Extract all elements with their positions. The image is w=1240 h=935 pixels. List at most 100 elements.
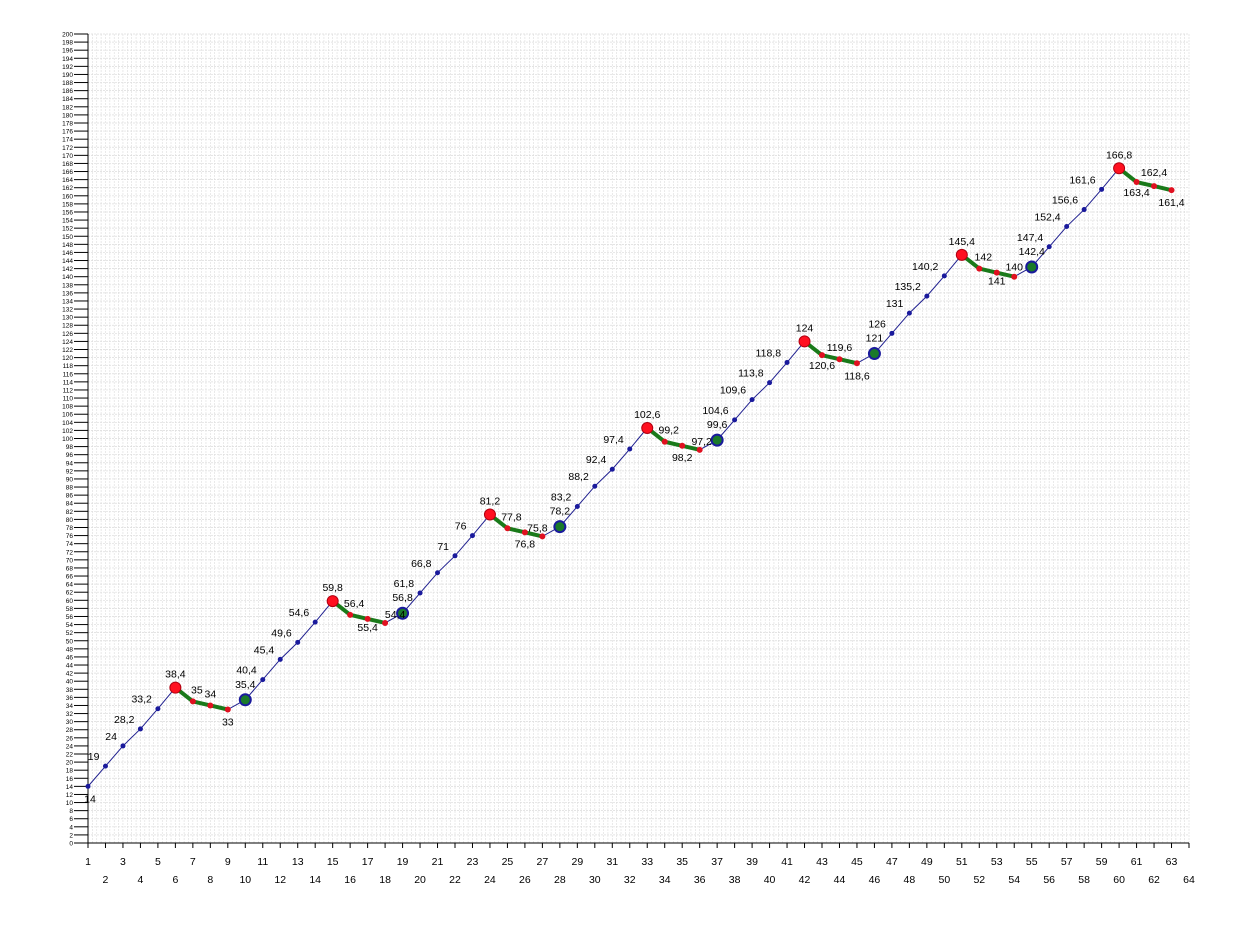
peak-marker xyxy=(798,335,811,348)
data-label: 97,4 xyxy=(603,434,624,446)
x-tick-label: 5 xyxy=(155,856,161,868)
trough-marker xyxy=(396,606,410,620)
decline-point-marker xyxy=(224,706,231,713)
y-tick-label: 20 xyxy=(66,760,74,767)
point-marker xyxy=(941,273,947,279)
y-tick-label: 144 xyxy=(62,258,73,265)
x-tick-label: 49 xyxy=(921,856,933,868)
data-label: 142,4 xyxy=(1019,246,1045,258)
data-label: 145,4 xyxy=(949,236,975,248)
decline-point-marker xyxy=(382,619,389,626)
y-tick-label: 50 xyxy=(66,638,74,645)
point-marker xyxy=(1064,224,1070,230)
y-tick-label: 156 xyxy=(62,209,73,216)
y-tick-label: 174 xyxy=(62,137,73,144)
x-tick-label: 17 xyxy=(362,856,374,868)
x-tick-label: 15 xyxy=(327,856,339,868)
point-marker xyxy=(417,590,423,596)
y-tick-label: 80 xyxy=(66,517,74,524)
x-tick-label: 22 xyxy=(449,874,461,886)
y-tick-label: 6 xyxy=(69,816,73,823)
y-tick-label: 52 xyxy=(66,630,74,637)
point-marker xyxy=(435,570,441,576)
data-label: 161,4 xyxy=(1158,197,1184,209)
data-label: 121 xyxy=(866,333,884,345)
y-tick-label: 152 xyxy=(62,226,73,233)
data-label: 28,2 xyxy=(114,714,135,726)
x-tick-label: 25 xyxy=(502,856,514,868)
y-tick-label: 66 xyxy=(66,574,74,581)
point-marker xyxy=(592,483,598,489)
y-tick-label: 40 xyxy=(66,679,74,686)
decline-point-marker xyxy=(1151,183,1158,190)
y-tick-label: 166 xyxy=(62,169,73,176)
y-tick-label: 36 xyxy=(66,695,74,702)
x-tick-label: 62 xyxy=(1148,874,1160,886)
y-tick-label: 150 xyxy=(62,234,73,241)
trough-marker xyxy=(1025,260,1039,274)
decline-point-marker xyxy=(836,356,843,363)
x-tick-label: 39 xyxy=(746,856,758,868)
x-tick-label: 47 xyxy=(886,856,898,868)
data-label: 120,6 xyxy=(809,360,835,372)
data-label: 81,2 xyxy=(480,496,501,508)
data-label: 45,4 xyxy=(254,644,275,656)
x-tick-label: 52 xyxy=(973,874,985,886)
x-tick-label: 31 xyxy=(606,856,618,868)
data-label: 34 xyxy=(204,688,216,700)
data-label: 76 xyxy=(455,521,467,533)
y-tick-label: 46 xyxy=(66,654,74,661)
decline-segment xyxy=(959,252,1017,279)
y-tick-label: 94 xyxy=(66,460,74,467)
data-label: 166,8 xyxy=(1106,149,1132,161)
data-label: 163,4 xyxy=(1123,187,1149,199)
point-marker xyxy=(277,656,283,662)
data-label: 104,6 xyxy=(702,405,728,417)
y-tick-label: 148 xyxy=(62,242,73,249)
peak-marker xyxy=(641,421,654,434)
data-label: 56,8 xyxy=(392,592,413,604)
y-tick-label: 112 xyxy=(63,387,74,394)
y-tick-label: 82 xyxy=(66,509,74,516)
decline-point-marker xyxy=(976,265,983,272)
y-tick-label: 96 xyxy=(66,452,74,459)
x-tick-label: 33 xyxy=(641,856,653,868)
y-tick-label: 74 xyxy=(66,541,74,548)
y-tick-label: 130 xyxy=(62,315,73,322)
y-tick-label: 176 xyxy=(62,129,73,136)
y-tick-label: 180 xyxy=(62,112,73,119)
y-tick-label: 26 xyxy=(66,735,74,742)
data-label: 66,8 xyxy=(411,558,432,570)
point-marker xyxy=(749,397,755,403)
y-tick-label: 194 xyxy=(62,56,73,63)
y-tick-label: 142 xyxy=(62,266,73,273)
decline-point-marker xyxy=(853,360,860,367)
peak-marker xyxy=(1113,162,1126,175)
point-marker xyxy=(906,310,912,316)
point-marker xyxy=(574,503,580,509)
point-marker xyxy=(924,293,930,299)
data-label: 126 xyxy=(868,318,886,330)
y-tick-label: 188 xyxy=(62,80,73,87)
x-tick-label: 14 xyxy=(309,874,321,886)
point-marker xyxy=(609,466,615,472)
data-label: 113,8 xyxy=(738,368,764,380)
data-label: 118,8 xyxy=(756,347,782,359)
y-tick-label: 196 xyxy=(62,48,73,55)
peak-marker xyxy=(955,248,968,261)
y-tick-label: 172 xyxy=(62,145,73,152)
data-label: 131 xyxy=(886,298,904,310)
data-label: 88,2 xyxy=(568,471,589,483)
y-tick-label: 168 xyxy=(62,161,73,168)
point-marker xyxy=(85,783,91,789)
y-tick-label: 68 xyxy=(66,565,74,572)
y-tick-label: 0 xyxy=(69,841,73,848)
point-marker xyxy=(312,619,318,625)
data-label: 161,6 xyxy=(1069,174,1095,186)
data-label: 124 xyxy=(796,322,814,334)
data-label: 152,4 xyxy=(1034,212,1060,224)
data-label: 14 xyxy=(84,793,96,805)
data-label: 49,6 xyxy=(271,627,292,639)
y-tick-label: 92 xyxy=(66,468,74,475)
data-label: 33 xyxy=(222,717,234,729)
